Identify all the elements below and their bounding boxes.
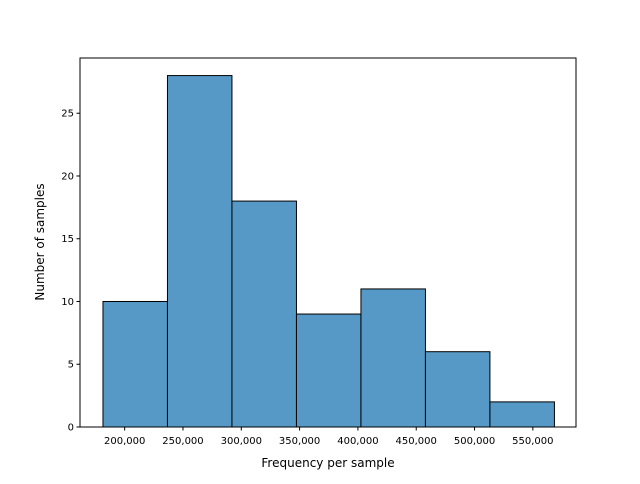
y-tick-label: 15: [61, 234, 74, 245]
histogram-bar: [295, 313, 362, 428]
histogram-bar: [424, 351, 491, 428]
x-axis: 200,000 250,000 300,000 350,000 400,000 450,0…: [104, 427, 554, 447]
x-tick-label: 450,000: [396, 436, 437, 447]
x-tick-label: 200,000: [104, 436, 145, 447]
histogram-bar: [360, 288, 426, 428]
plot-frame: [79, 57, 577, 428]
x-tick-label: 300,000: [221, 436, 262, 447]
x-tick-label: 500,000: [454, 436, 495, 447]
x-tick-label: 550,000: [512, 436, 553, 447]
histogram-bar: [166, 75, 233, 428]
x-tick-label: 250,000: [162, 436, 203, 447]
y-axis: 0 5 10 15 20 25: [61, 109, 80, 434]
x-tick-label: 350,000: [279, 436, 320, 447]
y-tick-label: 20: [61, 171, 74, 182]
y-tick-label: 25: [61, 109, 74, 120]
y-tick-label: 0: [68, 423, 74, 434]
histogram-bar: [231, 200, 297, 428]
y-tick-label: 5: [68, 360, 74, 371]
histogram-bar: [102, 300, 168, 428]
x-axis-label: Frequency per sample: [261, 456, 394, 470]
y-tick-label: 10: [61, 297, 74, 308]
x-tick-label: 400,000: [337, 436, 378, 447]
bars: [102, 75, 555, 428]
y-axis-label: Number of samples: [33, 183, 47, 300]
histogram-bar: [489, 401, 555, 428]
